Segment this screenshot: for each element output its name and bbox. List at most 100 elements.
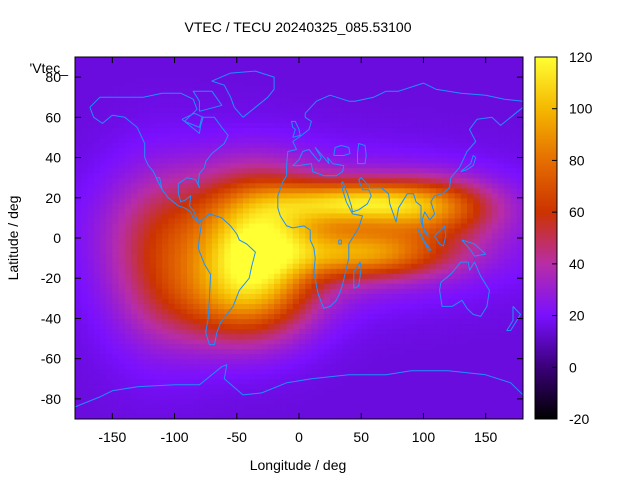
heatmap-cell (348, 97, 356, 103)
heatmap-cell (93, 283, 101, 289)
heatmap-cell (361, 238, 369, 244)
heatmap-cell (485, 142, 493, 149)
heatmap-cell (255, 227, 263, 234)
heatmap-cell (211, 308, 219, 315)
heatmap-cell (211, 293, 219, 299)
heatmap-cell (267, 117, 275, 123)
heatmap-cell (162, 388, 169, 395)
heatmap-cell (230, 338, 238, 345)
heatmap-cell (261, 338, 269, 345)
heatmap-cell (498, 398, 505, 405)
heatmap-cell (367, 82, 375, 88)
heatmap-cell (286, 92, 294, 98)
heatmap-cell (516, 202, 523, 209)
heatmap-cell (280, 77, 288, 83)
heatmap-cell (323, 408, 331, 415)
heatmap-cell (75, 328, 82, 335)
heatmap-cell (187, 232, 194, 239)
heatmap-cell (193, 313, 201, 320)
heatmap-cell (435, 308, 443, 315)
heatmap-cell (398, 232, 406, 239)
heatmap-cell (118, 323, 126, 330)
heatmap-cell (330, 82, 337, 88)
heatmap-cell (267, 313, 275, 320)
heatmap-cell (87, 383, 95, 390)
heatmap-cell (224, 288, 232, 294)
heatmap-cell (404, 378, 412, 385)
heatmap-cell (230, 288, 238, 294)
heatmap-cell (193, 102, 201, 108)
heatmap-cell (504, 413, 512, 419)
heatmap-cell (106, 212, 113, 219)
heatmap-cell (218, 192, 225, 199)
heatmap-cell (243, 107, 250, 113)
heatmap-cell (442, 127, 449, 134)
heatmap-cell (87, 222, 95, 229)
heatmap-cell (292, 177, 300, 184)
heatmap-cell (386, 363, 393, 370)
heatmap-cell (205, 232, 213, 239)
heatmap-cell (236, 72, 244, 78)
heatmap-cell (460, 338, 468, 345)
heatmap-cell (224, 222, 232, 229)
heatmap-cell (373, 207, 381, 214)
heatmap-cell (355, 388, 362, 395)
heatmap-cell (81, 303, 89, 309)
heatmap-cell (442, 398, 449, 405)
heatmap-cell (479, 348, 487, 355)
heatmap-cell (93, 263, 101, 269)
heatmap-cell (286, 248, 294, 254)
heatmap-cell (118, 318, 126, 325)
heatmap-cell (411, 398, 418, 405)
heatmap-cell (485, 258, 493, 264)
heatmap-cell (510, 353, 518, 360)
heatmap-cell (131, 318, 138, 325)
heatmap-cell (355, 263, 362, 269)
heatmap-cell (236, 378, 244, 385)
heatmap-cell (373, 202, 381, 209)
heatmap-cell (261, 408, 269, 415)
heatmap-cell (224, 227, 232, 234)
heatmap-cell (93, 147, 101, 154)
heatmap-cell (516, 278, 523, 284)
heatmap-cell (137, 278, 145, 284)
heatmap-cell (274, 238, 281, 244)
heatmap-cell (361, 378, 369, 385)
heatmap-cell (467, 353, 474, 360)
heatmap-cell (373, 353, 381, 360)
heatmap-cell (336, 72, 344, 78)
heatmap-cell (199, 157, 207, 164)
heatmap-cell (392, 303, 400, 309)
chart-title: VTEC / TECU 20240325_085.53100 (184, 19, 411, 35)
heatmap-cell (174, 87, 182, 93)
heatmap-cell (155, 147, 163, 154)
heatmap-cell (498, 107, 505, 113)
heatmap-cell (336, 77, 344, 83)
heatmap-cell (286, 238, 294, 244)
heatmap-cell (355, 87, 362, 93)
heatmap-cell (336, 383, 344, 390)
heatmap-cell (280, 388, 288, 395)
heatmap-cell (286, 187, 294, 194)
heatmap-cell (174, 373, 182, 380)
heatmap-cell (467, 268, 474, 274)
heatmap-cell (404, 132, 412, 139)
heatmap-cell (311, 87, 319, 93)
heatmap-cell (373, 388, 381, 395)
heatmap-cell (423, 363, 431, 370)
heatmap-cell (460, 142, 468, 149)
heatmap-cell (230, 157, 238, 164)
heatmap-cell (168, 378, 176, 385)
heatmap-cell (448, 243, 456, 249)
heatmap-cell (261, 107, 269, 113)
heatmap-cell (448, 162, 456, 169)
heatmap-cell (299, 393, 306, 400)
heatmap-cell (305, 112, 313, 118)
heatmap-cell (224, 212, 232, 219)
heatmap-cell (392, 378, 400, 385)
heatmap-cell (180, 147, 188, 154)
heatmap-cell (180, 328, 188, 335)
heatmap-cell (168, 353, 176, 360)
heatmap-cell (131, 268, 138, 274)
heatmap-cell (429, 378, 437, 385)
